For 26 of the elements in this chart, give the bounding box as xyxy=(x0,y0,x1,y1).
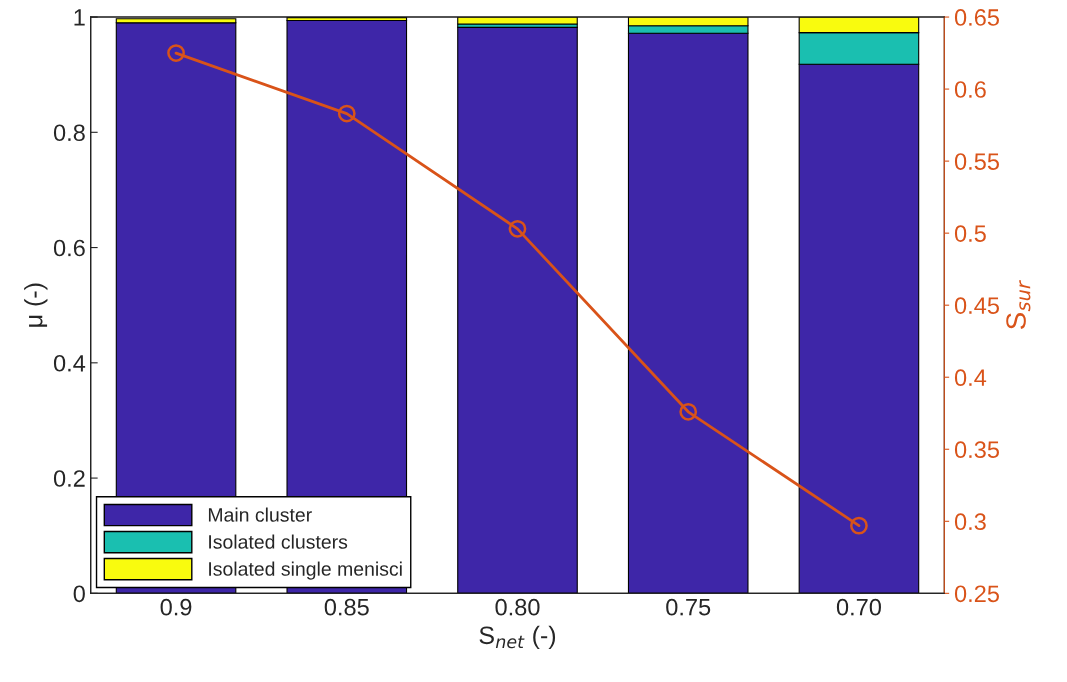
legend-label: Main cluster xyxy=(208,507,312,522)
y-tick-label: 1 xyxy=(74,9,85,26)
y2-tick-label: 0.3 xyxy=(954,513,986,531)
y2-tick-label: 0.25 xyxy=(954,585,999,603)
y-tick-label: 0 xyxy=(73,585,85,603)
x-tick-label: 0.9 xyxy=(160,598,192,616)
y-axis-title: μ (-) xyxy=(24,283,48,327)
x-tick-label: 0.75 xyxy=(666,598,711,616)
y2-tick-label: 0.45 xyxy=(954,297,999,314)
y2-tick-label: 0.65 xyxy=(954,9,999,26)
y2-tick-label: 0.5 xyxy=(954,225,986,242)
x-tick-label: 0.70 xyxy=(836,598,881,616)
x-axis-title: S$_{net}$ (-) xyxy=(479,625,556,650)
y-tick-label: 0.4 xyxy=(53,354,86,372)
x-tick-label: 0.80 xyxy=(495,598,540,616)
legend-label: Isolated single menisci xyxy=(209,561,402,580)
y2-tick-label: 0.55 xyxy=(954,153,999,170)
y-tick-label: 0.2 xyxy=(53,470,85,487)
y2-tick-label: 0.4 xyxy=(954,369,987,387)
y2-tick-label: 0.35 xyxy=(954,441,999,459)
x-tick-label: 0.85 xyxy=(324,598,369,616)
legend-label: Isolated clusters xyxy=(209,534,348,549)
y2-tick-label: 0.6 xyxy=(954,81,986,98)
y-tick-label: 0.8 xyxy=(53,124,85,142)
y2-axis-title: S$_{sur}$ xyxy=(1006,280,1031,330)
y-tick-label: 0.6 xyxy=(53,239,85,257)
